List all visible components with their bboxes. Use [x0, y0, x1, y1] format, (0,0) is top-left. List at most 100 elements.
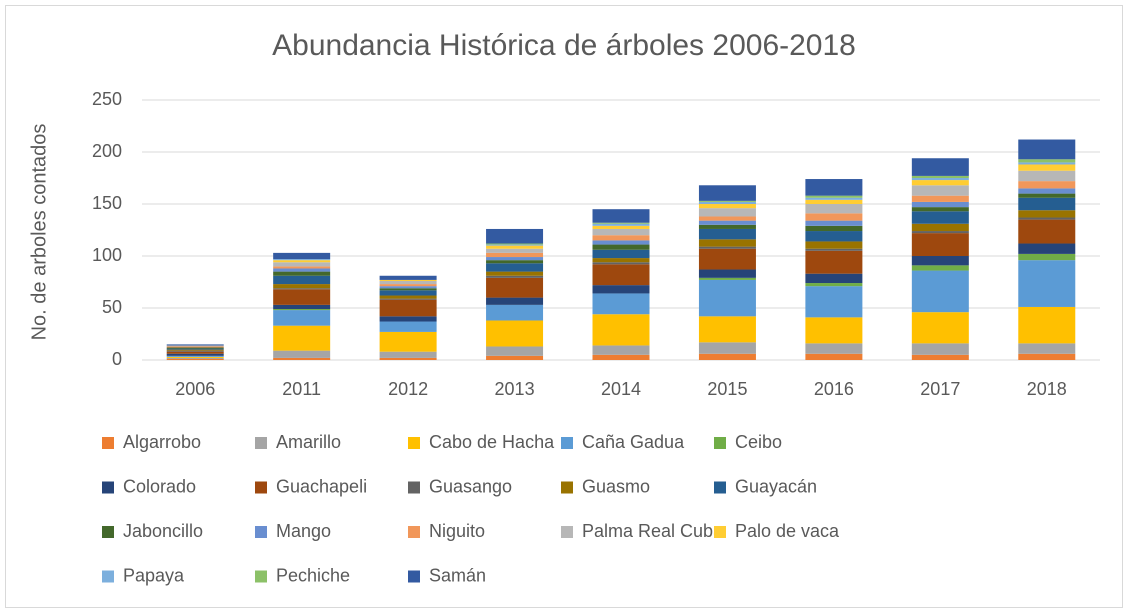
- bar-segment: [698, 239, 756, 247]
- bar-segment: [1018, 217, 1076, 220]
- bar-segment: [486, 304, 544, 321]
- legend-label: Guayacán: [735, 476, 817, 496]
- bar-segment: [805, 213, 863, 221]
- x-tick-label: 2014: [601, 379, 641, 399]
- bar-segment: [698, 185, 756, 201]
- bar-segment: [379, 290, 437, 296]
- bar-segment: [486, 248, 544, 253]
- bar-segment: [486, 355, 544, 360]
- bar-segment: [592, 228, 650, 236]
- bar-segment: [592, 209, 650, 223]
- legend-swatch: [102, 570, 114, 583]
- bar-segment: [379, 275, 437, 280]
- legend-swatch: [102, 481, 114, 494]
- bar-segment: [486, 252, 544, 258]
- bar-segment: [486, 346, 544, 356]
- bar-segment: [379, 299, 437, 317]
- legend-swatch: [255, 437, 267, 449]
- bar-segment: [273, 350, 331, 358]
- legend-label: Mango: [276, 521, 331, 541]
- legend-label: Guasango: [429, 476, 512, 496]
- bar-segment: [911, 178, 969, 181]
- bar-segment: [592, 222, 650, 224]
- y-tick-label: 100: [92, 245, 122, 265]
- bar-segment: [805, 241, 863, 249]
- bar-segment: [911, 175, 969, 178]
- legend-swatch: [714, 481, 726, 494]
- bar-segment: [911, 180, 969, 186]
- bar-segment: [805, 204, 863, 214]
- bar-segment: [166, 353, 224, 356]
- bar-segment: [379, 286, 437, 289]
- legend-label: Algarrobo: [123, 432, 201, 452]
- bar-segment: [379, 316, 437, 322]
- bar-segment: [805, 317, 863, 344]
- bar-segment: [805, 199, 863, 204]
- bar-segment: [486, 275, 544, 278]
- legend-swatch: [561, 526, 573, 538]
- bar-segment: [166, 344, 224, 346]
- bar-segment: [592, 293, 650, 315]
- bar-segment: [698, 224, 756, 229]
- bar-segment: [805, 343, 863, 354]
- y-tick-label: 50: [102, 297, 122, 317]
- bar-segment: [486, 243, 544, 245]
- legend-swatch: [255, 481, 267, 494]
- bar-segment: [592, 240, 650, 245]
- legend-label: Amarillo: [276, 432, 341, 452]
- bar-segment: [379, 288, 437, 291]
- legend-swatch: [714, 437, 726, 449]
- bar-segment: [592, 223, 650, 226]
- bar-segment: [592, 354, 650, 360]
- legend-label: Palo de vaca: [735, 521, 840, 541]
- bar-segment: [1018, 139, 1076, 160]
- bar-segment: [379, 298, 437, 300]
- bar-segment: [166, 350, 224, 352]
- bar-segment: [805, 248, 863, 251]
- bar-segment: [166, 358, 224, 360]
- x-tick-label: 2006: [175, 379, 215, 399]
- bar-segment: [911, 233, 969, 256]
- bar-segment: [805, 197, 863, 200]
- bar-segment: [379, 357, 437, 360]
- bar-segment: [166, 357, 224, 359]
- bar-segment: [379, 351, 437, 358]
- x-tick-label: 2016: [814, 379, 854, 399]
- bar-segment: [592, 244, 650, 250]
- y-tick-label: 150: [92, 193, 122, 213]
- bar-segment: [273, 304, 331, 310]
- bar-segment: [273, 288, 331, 290]
- bar-segment: [911, 211, 969, 224]
- bar-segment: [273, 252, 331, 260]
- bar-segment: [698, 246, 756, 249]
- legend-label: Pechiche: [276, 565, 350, 585]
- bar-segment: [1018, 193, 1076, 198]
- bar-segment: [273, 260, 331, 263]
- y-axis-label: No. de arboles contados: [28, 124, 50, 341]
- legend-swatch: [102, 526, 114, 538]
- bar-segment: [911, 231, 969, 234]
- x-tick-label: 2013: [495, 379, 535, 399]
- bar-segment: [911, 185, 969, 196]
- bar-segment: [911, 312, 969, 344]
- bar-segment: [805, 195, 863, 198]
- legend-label: Colorado: [123, 476, 196, 496]
- bar-segment: [592, 225, 650, 229]
- chart-title: Abundancia Histórica de árboles 2006-201…: [272, 29, 856, 62]
- bar-segment: [698, 316, 756, 343]
- legend-swatch: [408, 437, 420, 449]
- bar-segment: [379, 280, 437, 285]
- bar-segment: [592, 264, 650, 286]
- bar-segment: [166, 355, 224, 357]
- bar-segment: [486, 263, 544, 272]
- bar-segment: [486, 260, 544, 264]
- bar-segment: [166, 356, 224, 358]
- legend-label: Niguito: [429, 521, 485, 541]
- bar-segment: [1018, 219, 1076, 244]
- bar-segment: [911, 265, 969, 271]
- legend-label: Samán: [429, 565, 486, 585]
- y-tick-label: 0: [112, 349, 122, 369]
- bar-segment: [486, 257, 544, 261]
- bar-segment: [1018, 260, 1076, 307]
- bar-segment: [805, 250, 863, 274]
